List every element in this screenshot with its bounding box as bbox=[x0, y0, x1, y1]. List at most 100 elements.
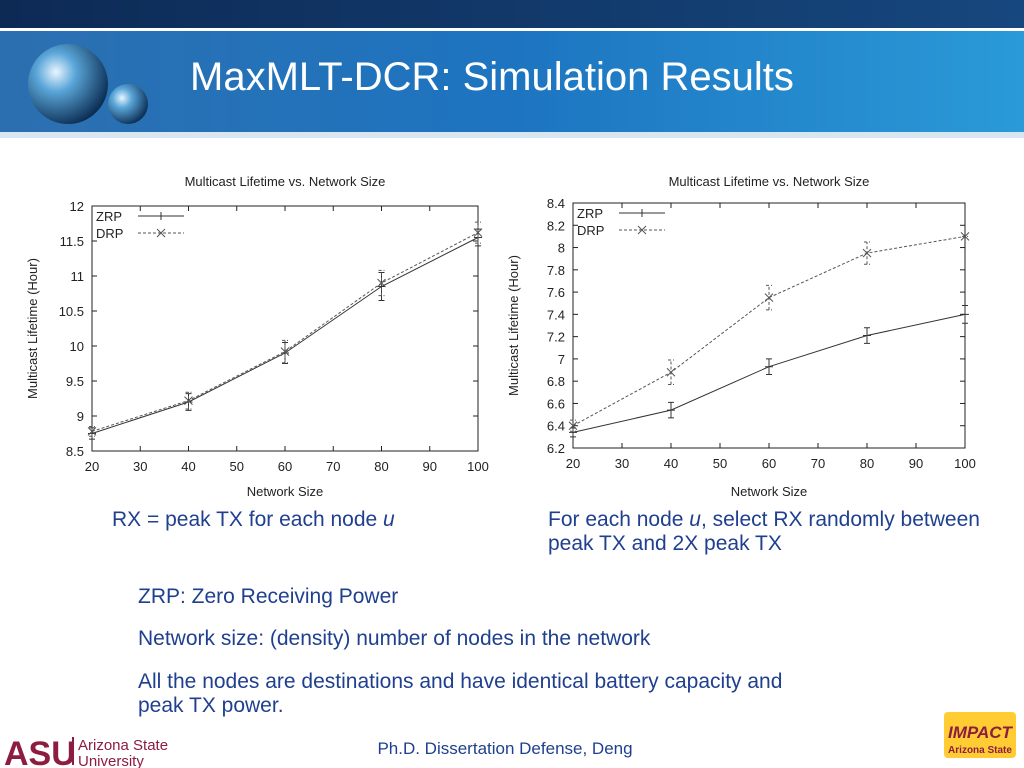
y-tick-label: 11.5 bbox=[60, 234, 84, 249]
marker bbox=[666, 367, 676, 377]
y-tick-label: 8.2 bbox=[547, 218, 565, 233]
x-tick-label: 40 bbox=[181, 459, 195, 474]
x-tick-label: 30 bbox=[133, 459, 147, 474]
impact-logo: IMPACT bbox=[948, 723, 1014, 742]
y-tick-label: 6.8 bbox=[547, 374, 565, 389]
caption-text: RX = peak TX for each node bbox=[112, 508, 384, 531]
marker bbox=[862, 248, 872, 258]
marker bbox=[377, 278, 386, 288]
x-tick-label: 90 bbox=[423, 459, 437, 474]
legend-marker bbox=[156, 228, 166, 238]
y-axis-label: Multicast Lifetime (Hour) bbox=[25, 258, 40, 399]
marker bbox=[960, 232, 970, 241]
series-line bbox=[91, 232, 479, 432]
header-shadow bbox=[0, 132, 1024, 138]
y-tick-label: 8.5 bbox=[66, 444, 84, 459]
y-tick-label: 7 bbox=[558, 352, 565, 367]
y-tick-label: 6.4 bbox=[547, 419, 565, 434]
caption: For each node u, select RX randomly betw… bbox=[548, 508, 988, 556]
x-tick-label: 70 bbox=[811, 456, 825, 471]
header-line bbox=[0, 28, 1024, 31]
y-tick-label: 12 bbox=[70, 199, 84, 214]
y-tick-label: 7.8 bbox=[547, 263, 565, 278]
marker bbox=[87, 427, 97, 436]
y-tick-label: 10 bbox=[70, 339, 84, 354]
decor-bubble bbox=[108, 84, 148, 124]
y-tick-label: 9 bbox=[77, 409, 84, 424]
y-tick-label: 7.4 bbox=[547, 307, 565, 322]
legend-marker bbox=[638, 209, 646, 217]
decor-bubble bbox=[28, 44, 108, 124]
asu-name: Arizona State bbox=[78, 737, 168, 754]
header-top bbox=[0, 0, 1024, 28]
x-tick-label: 30 bbox=[615, 456, 629, 471]
bullet: Network size: (density) number of nodes … bbox=[138, 627, 651, 650]
marker bbox=[765, 362, 773, 371]
y-tick-label: 8.4 bbox=[547, 196, 565, 211]
x-tick-label: 90 bbox=[909, 456, 923, 471]
y-axis-label: Multicast Lifetime (Hour) bbox=[506, 255, 521, 396]
legend-marker bbox=[637, 225, 647, 235]
footer: Ph.D. Dissertation Defense, Deng bbox=[377, 739, 632, 758]
x-tick-label: 70 bbox=[326, 459, 340, 474]
y-tick-label: 6.2 bbox=[547, 441, 565, 456]
y-tick-label: 7.6 bbox=[547, 285, 565, 300]
x-axis-label: Network Size bbox=[247, 484, 324, 499]
bullet: ZRP: Zero Receiving Power bbox=[138, 585, 399, 608]
chart-background bbox=[500, 163, 990, 503]
marker bbox=[280, 347, 290, 356]
chart-title: Multicast Lifetime vs. Network Size bbox=[669, 174, 870, 189]
marker bbox=[568, 421, 578, 431]
legend-label: DRP bbox=[96, 226, 123, 241]
chart-title: Multicast Lifetime vs. Network Size bbox=[185, 174, 386, 189]
impact-logo-bg bbox=[944, 712, 1016, 758]
y-tick-label: 11 bbox=[71, 269, 85, 284]
x-tick-label: 80 bbox=[374, 459, 388, 474]
asu-name: University bbox=[78, 753, 144, 768]
impact-sub: Arizona State bbox=[948, 745, 1012, 756]
x-tick-label: 60 bbox=[762, 456, 776, 471]
x-tick-label: 40 bbox=[664, 456, 678, 471]
caption: RX = peak TX for each node u bbox=[112, 508, 395, 532]
bullet: All the nodes are destinations and have … bbox=[138, 670, 783, 717]
charts: Multicast Lifetime vs. Network Size Netwo… bbox=[18, 163, 990, 503]
chart-background bbox=[18, 163, 498, 503]
marker bbox=[764, 293, 774, 303]
header-band bbox=[0, 31, 1024, 132]
marker bbox=[473, 228, 483, 237]
x-tick-label: 100 bbox=[467, 459, 489, 474]
legend-label: DRP bbox=[577, 223, 604, 238]
legend-label: ZRP bbox=[577, 206, 603, 221]
y-tick-label: 7.2 bbox=[547, 330, 565, 345]
series-line bbox=[572, 235, 966, 427]
asu-logo: ASU bbox=[4, 735, 76, 768]
legend-marker bbox=[157, 212, 165, 220]
x-axis-label: Network Size bbox=[731, 484, 808, 499]
marker bbox=[961, 310, 969, 319]
logo-divider bbox=[72, 737, 74, 765]
x-tick-label: 20 bbox=[566, 456, 580, 471]
slide-title: MaxMLT-DCR: Simulation Results bbox=[190, 55, 794, 99]
x-tick-label: 20 bbox=[85, 459, 99, 474]
x-tick-label: 60 bbox=[278, 459, 292, 474]
x-tick-label: 100 bbox=[954, 456, 976, 471]
caption-italic: u bbox=[689, 508, 701, 531]
caption-italic: u bbox=[383, 508, 395, 531]
y-tick-label: 10.5 bbox=[59, 304, 84, 319]
caption-text: , select RX randomly between peak TX and… bbox=[548, 508, 980, 555]
x-tick-label: 50 bbox=[230, 459, 244, 474]
y-tick-label: 8 bbox=[558, 241, 565, 256]
error-bar bbox=[89, 426, 95, 437]
x-tick-label: 50 bbox=[713, 456, 727, 471]
marker bbox=[184, 396, 193, 405]
caption-text: For each node bbox=[548, 508, 690, 531]
y-tick-label: 6.6 bbox=[547, 396, 565, 411]
x-tick-label: 80 bbox=[860, 456, 874, 471]
marker bbox=[667, 406, 675, 415]
marker bbox=[863, 331, 871, 340]
error-bar bbox=[185, 391, 192, 410]
legend-label: ZRP bbox=[96, 209, 122, 224]
y-tick-label: 9.5 bbox=[66, 374, 84, 389]
